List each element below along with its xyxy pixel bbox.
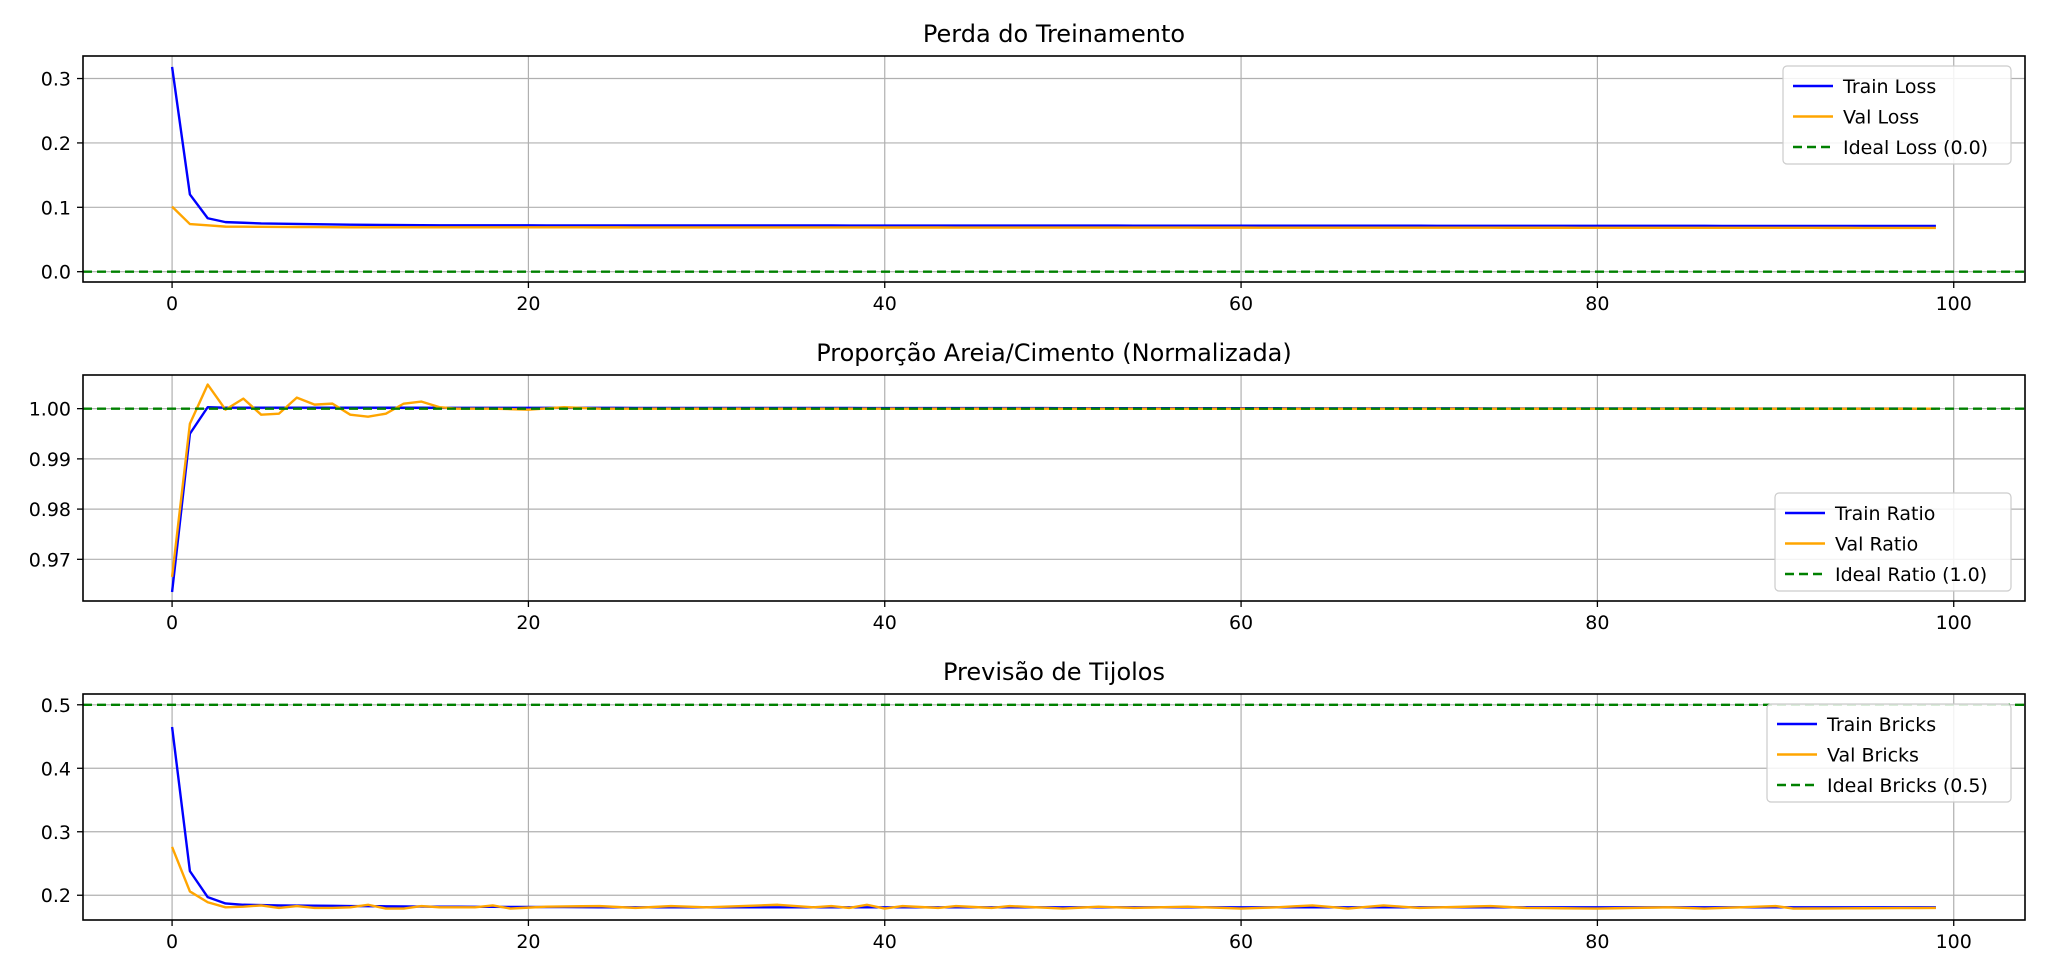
x-tick-label: 100 — [1936, 931, 1972, 953]
legend-label-train-ratio: Train Ratio — [1834, 503, 1935, 525]
legend: Train Bricks Val Bricks Ideal Bricks (0.5) — [1766, 703, 2012, 803]
val-loss-line — [171, 205, 1936, 230]
plot-area — [83, 703, 2025, 910]
legend-label-train-bricks: Train Bricks — [1826, 714, 1936, 736]
axes-frame — [82, 374, 2026, 602]
subplot-training-loss: Perda do Treinamento 0 20 40 60 80 100 0.0 0.1 0… — [41, 20, 2026, 315]
legend-box — [1774, 492, 2012, 592]
x-tick-label: 20 — [516, 931, 540, 953]
x-tick-label: 20 — [516, 612, 540, 634]
plot-area — [83, 66, 2025, 273]
y-tick-label: 0.3 — [41, 69, 71, 91]
x-tick-label: 20 — [516, 293, 540, 315]
subplot-bricks-prediction: Previsão de Tijolos 0 20 40 60 80 100 0.2 0.3 0.… — [41, 658, 2026, 953]
y-tick-label: 0.99 — [29, 449, 71, 471]
x-tick-label: 60 — [1229, 293, 1253, 315]
legend-box — [1766, 703, 2012, 803]
legend: Train Loss Val Loss Ideal Loss (0.0) — [1782, 65, 2012, 165]
chart-title: Previsão de Tijolos — [943, 658, 1165, 686]
x-tick-label: 40 — [873, 612, 897, 634]
legend-label-val-bricks: Val Bricks — [1827, 745, 1919, 767]
y-tick-label: 0.2 — [41, 133, 71, 155]
y-tick-label: 0.2 — [41, 885, 71, 907]
x-tick-label: 60 — [1229, 612, 1253, 634]
val-ratio-line — [170, 383, 1936, 578]
train-loss-line — [170, 66, 1936, 228]
x-tick-label: 80 — [1585, 931, 1609, 953]
y-tick-label: 0.3 — [41, 822, 71, 844]
y-tick-label: 0.5 — [41, 695, 71, 717]
x-tick-label: 40 — [873, 293, 897, 315]
legend-label-ideal-ratio-1-0: Ideal Ratio (1.0) — [1835, 564, 1987, 586]
axes-frame — [82, 55, 2026, 283]
train-ratio-line — [170, 405, 1936, 593]
y-tick-label: 0.98 — [29, 499, 71, 521]
subplot-sand-cement-ratio: Proporção Areia/Cimento (Normalizada) 0 2… — [29, 339, 2026, 634]
x-tick-label: 100 — [1936, 612, 1972, 634]
x-tick-label: 60 — [1229, 931, 1253, 953]
legend-label-val-ratio: Val Ratio — [1835, 534, 1918, 556]
chart-title: Proporção Areia/Cimento (Normalizada) — [816, 339, 1292, 367]
y-tick-label: 0.4 — [41, 758, 71, 780]
legend: Train Ratio Val Ratio Ideal Ratio (1.0) — [1774, 492, 2012, 592]
axes-frame — [82, 693, 2026, 921]
x-tick-label: 0 — [166, 293, 178, 315]
x-tick-label: 100 — [1936, 293, 1972, 315]
x-tick-label: 80 — [1585, 293, 1609, 315]
y-tick-label: 0.1 — [41, 197, 71, 219]
val-bricks-line — [170, 846, 1936, 910]
legend-label-train-loss: Train Loss — [1842, 76, 1936, 98]
x-tick-label: 80 — [1585, 612, 1609, 634]
x-tick-label: 0 — [166, 612, 178, 634]
x-tick-label: 40 — [873, 931, 897, 953]
y-tick-label: 1.00 — [29, 399, 71, 421]
x-tick-label: 0 — [166, 931, 178, 953]
legend-label-val-loss: Val Loss — [1843, 107, 1919, 129]
plot-area — [83, 383, 2025, 593]
train-bricks-line — [170, 726, 1936, 909]
chart-title: Perda do Treinamento — [923, 20, 1185, 48]
y-tick-label: 0.0 — [41, 262, 71, 284]
y-tick-label: 0.97 — [29, 549, 71, 571]
legend-label-ideal-loss-0-0: Ideal Loss (0.0) — [1843, 137, 1988, 159]
legend-label-ideal-bricks-0-5: Ideal Bricks (0.5) — [1827, 775, 1988, 797]
legend-box — [1782, 65, 2012, 165]
